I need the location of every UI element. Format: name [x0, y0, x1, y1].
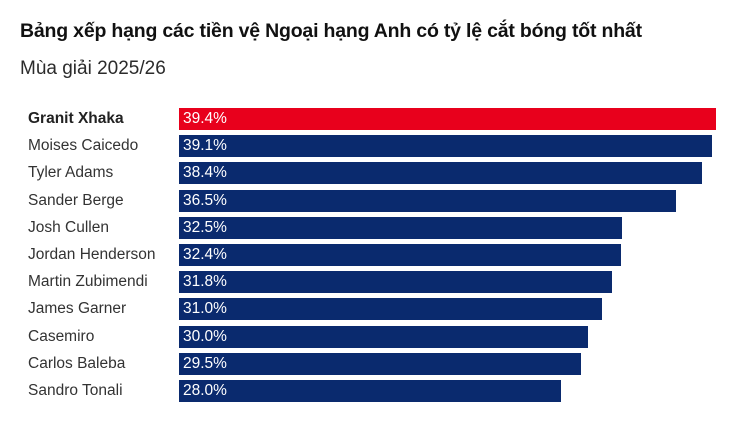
- category-label: Sandro Tonali: [28, 382, 123, 399]
- bar: 31.0%: [179, 298, 602, 321]
- value-label: 32.5%: [183, 218, 227, 236]
- value-label: 30.0%: [183, 327, 227, 345]
- category-label: Granit Xhaka: [28, 110, 124, 127]
- category-label: Casemiro: [28, 327, 95, 345]
- bar: 30.0%: [179, 325, 588, 348]
- bar: 39.1%: [179, 135, 712, 158]
- bar: 31.8%: [179, 271, 612, 294]
- bar-row: Josh Cullen 32.5%: [0, 216, 740, 239]
- chart-title: Bảng xếp hạng các tiền vệ Ngoại hạng Anh…: [20, 20, 642, 42]
- category-label: Tyler Adams: [28, 164, 114, 182]
- category-label: Moises Caicedo: [28, 137, 139, 155]
- bar-row: Moises Caicedo 39.1%: [0, 135, 740, 158]
- bar-row: Sandro Tonali 28.0%: [0, 380, 740, 402]
- bar-row: Jordan Henderson 32.4%: [0, 244, 740, 266]
- category-label: Carlos Baleba: [28, 354, 126, 372]
- bar: 28.0%: [179, 380, 561, 402]
- bar: 29.5%: [179, 352, 581, 375]
- value-label: 28.0%: [183, 382, 227, 399]
- chart-subtitle: Mùa giải 2025/26: [20, 58, 166, 79]
- bar: 36.5%: [179, 189, 676, 212]
- category-label: Martin Zubimendi: [28, 273, 148, 291]
- bar-row: Casemiro 30.0%: [0, 325, 740, 348]
- bar: 39.4%: [179, 108, 716, 130]
- bar-row: Tyler Adams 38.4%: [0, 162, 740, 185]
- category-label: Jordan Henderson: [28, 246, 156, 263]
- bar-row: James Garner 31.0%: [0, 298, 740, 321]
- bar: 38.4%: [179, 162, 702, 185]
- value-label: 31.8%: [183, 273, 227, 291]
- category-label: Sander Berge: [28, 191, 124, 209]
- bar-row: Granit Xhaka 39.4%: [0, 108, 740, 130]
- value-label: 39.1%: [183, 137, 227, 155]
- value-label: 38.4%: [183, 164, 227, 182]
- category-label: Josh Cullen: [28, 218, 109, 236]
- bar: 32.4%: [179, 244, 621, 266]
- bar: 32.5%: [179, 216, 622, 239]
- category-label: James Garner: [28, 300, 127, 318]
- value-label: 31.0%: [183, 300, 227, 318]
- bar-row: Sander Berge 36.5%: [0, 189, 740, 212]
- value-label: 32.4%: [183, 246, 227, 263]
- value-label: 36.5%: [183, 191, 227, 209]
- value-label: 39.4%: [183, 110, 227, 127]
- bar-row: Carlos Baleba 29.5%: [0, 352, 740, 375]
- value-label: 29.5%: [183, 354, 227, 372]
- bar-row: Martin Zubimendi 31.8%: [0, 271, 740, 294]
